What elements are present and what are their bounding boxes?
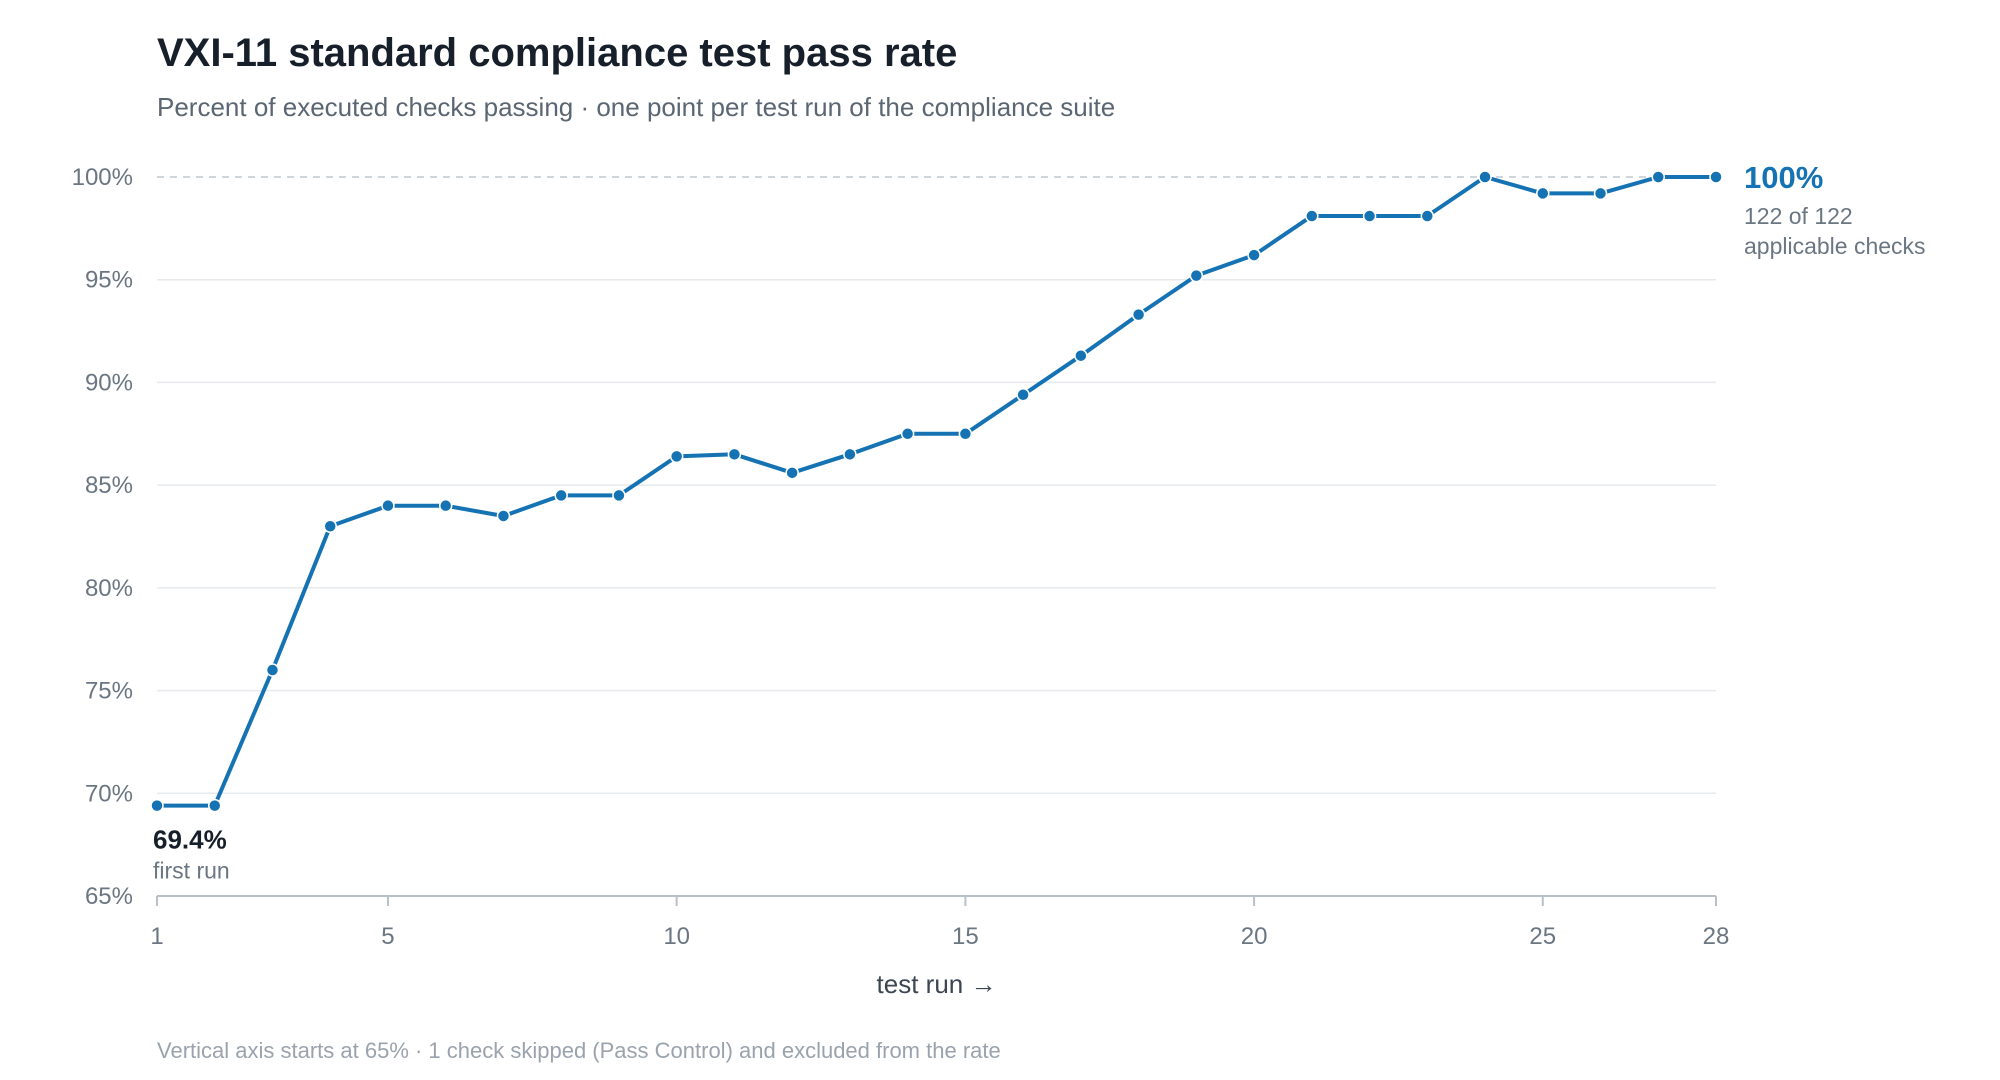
- data-point: [265, 663, 280, 677]
- data-point: [1478, 170, 1492, 184]
- series-line: [155, 175, 1718, 808]
- data-point: [669, 449, 684, 464]
- y-tick-label: 100%: [72, 164, 133, 191]
- start-run-annotation: first run: [153, 858, 230, 884]
- x-tick-label: 25: [1529, 923, 1556, 950]
- data-point: [150, 798, 164, 813]
- data-point: [323, 519, 337, 533]
- x-tick-label: 10: [663, 923, 690, 950]
- x-axis-label: test run →: [877, 969, 997, 999]
- data-point: [1016, 388, 1030, 402]
- data-points: [150, 170, 1723, 813]
- end-checks-annotation: applicable checks: [1744, 233, 1926, 259]
- data-point: [554, 488, 568, 503]
- chart-subtitle: Percent of executed checks passing · one…: [157, 92, 1115, 122]
- y-tick-label: 75%: [85, 678, 133, 705]
- chart-title: VXI-11 standard compliance test pass rat…: [157, 31, 957, 75]
- end-value-annotation: 100%: [1744, 160, 1823, 195]
- data-point: [900, 427, 915, 441]
- data-point: [785, 466, 799, 480]
- chart-footnote: Vertical axis starts at 65% · 1 check sk…: [157, 1038, 1001, 1063]
- data-point: [1420, 209, 1435, 223]
- x-tick-label: 28: [1703, 923, 1730, 950]
- data-point: [727, 447, 742, 462]
- y-tick-label: 85%: [85, 472, 133, 499]
- y-tick-label: 65%: [85, 883, 133, 910]
- data-point: [1651, 170, 1666, 184]
- x-axis-ticks: 1 5 10 15 20 25 28: [150, 896, 1729, 950]
- data-point: [1074, 348, 1088, 363]
- data-point: [612, 488, 626, 503]
- x-tick-label: 15: [952, 923, 979, 950]
- y-axis-ticks: 65% 70% 75% 80% 85% 90% 95% 100%: [72, 164, 133, 910]
- y-tick-label: 90%: [85, 369, 133, 396]
- data-point: [496, 509, 511, 523]
- data-point: [1362, 209, 1377, 223]
- data-point: [1305, 209, 1319, 223]
- gridlines: [157, 278, 1716, 795]
- data-point: [1131, 307, 1146, 322]
- y-tick-label: 80%: [85, 575, 133, 602]
- data-point: [1247, 248, 1261, 262]
- data-point: [1189, 268, 1204, 283]
- y-tick-label: 95%: [85, 267, 133, 294]
- x-tick-label: 5: [381, 923, 394, 950]
- start-value-annotation: 69.4%: [153, 825, 227, 855]
- y-tick-label: 70%: [85, 780, 133, 807]
- data-point: [1709, 170, 1723, 184]
- x-tick-label: 1: [150, 923, 163, 950]
- x-tick-label: 20: [1241, 923, 1268, 950]
- data-point: [958, 427, 973, 441]
- data-point: [438, 498, 453, 513]
- data-point: [207, 798, 222, 813]
- data-point: [1536, 186, 1550, 201]
- data-point: [381, 498, 395, 513]
- data-point: [843, 447, 857, 462]
- end-count-annotation: 122 of 122: [1744, 203, 1853, 229]
- data-point: [1593, 186, 1608, 201]
